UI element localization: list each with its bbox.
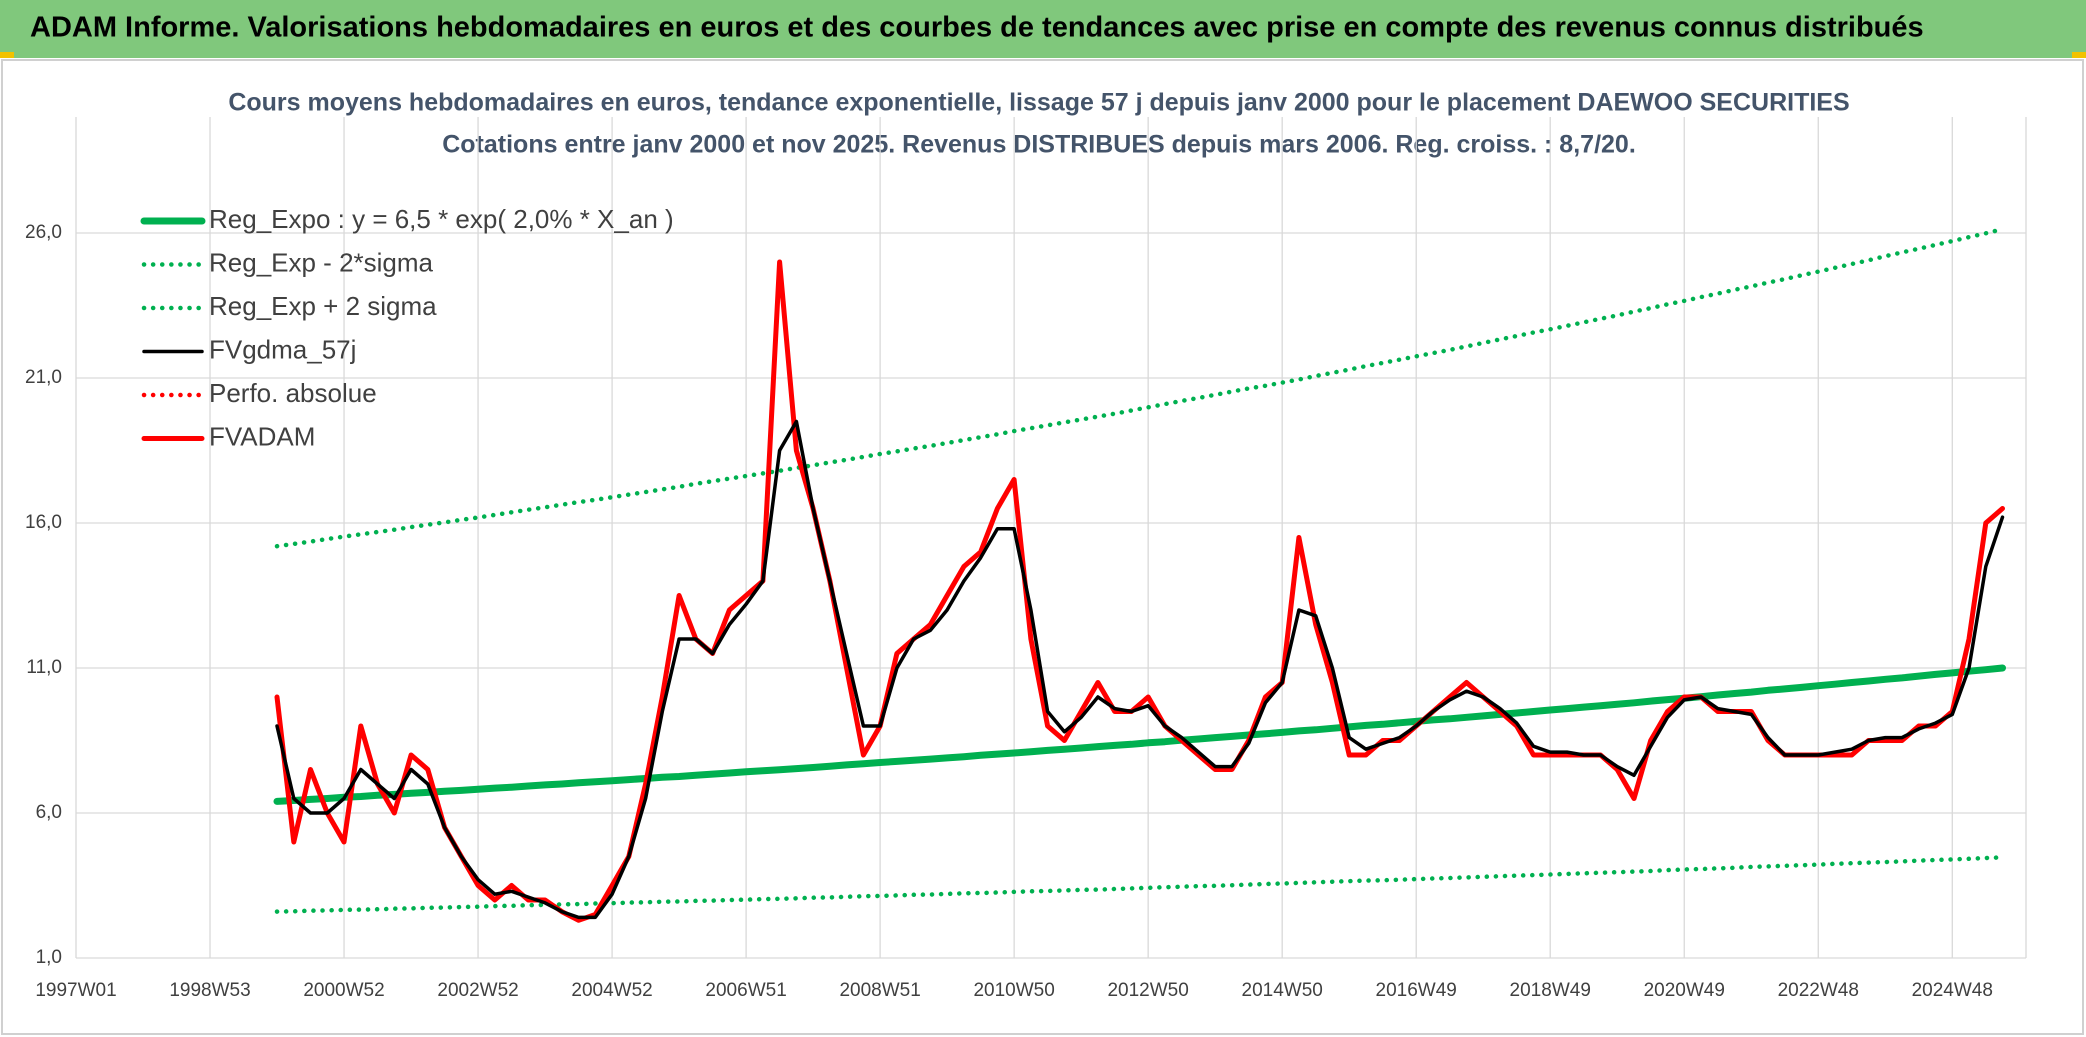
series-line bbox=[274, 226, 2005, 549]
legend-label: Reg_Expo : y = 6,5 * exp( 2,0% * X_an ) bbox=[209, 204, 674, 234]
y-tick-label: 6,0 bbox=[36, 802, 62, 823]
x-tick-label: 2024W48 bbox=[1912, 980, 1993, 1001]
legend-label: FVgdma_57j bbox=[209, 334, 356, 364]
y-tick-label: 16,0 bbox=[25, 512, 62, 533]
y-tick-label: 21,0 bbox=[25, 367, 62, 388]
series-line bbox=[273, 664, 2006, 805]
legend-label: FVADAM bbox=[209, 421, 315, 451]
x-tick-label: 2006W51 bbox=[705, 980, 786, 1001]
x-tick-label: 2012W50 bbox=[1107, 980, 1188, 1001]
chart-frame bbox=[1, 59, 2084, 1035]
x-tick-label: 2018W49 bbox=[1510, 980, 1591, 1001]
x-tick-label: 2020W49 bbox=[1644, 980, 1725, 1001]
corner-mark bbox=[2072, 52, 2086, 58]
legend-label: Perfo. absolue bbox=[209, 378, 377, 408]
legend-label: Reg_Exp + 2 sigma bbox=[209, 291, 437, 321]
chart-subtitle: Cotations entre janv 2000 et nov 2025. R… bbox=[442, 131, 1636, 159]
x-tick-label: 2004W52 bbox=[571, 980, 652, 1001]
x-tick-label: 1998W53 bbox=[169, 980, 250, 1001]
series-line bbox=[275, 419, 2005, 920]
y-tick-label: 1,0 bbox=[36, 947, 62, 968]
legend-label: Reg_Exp - 2*sigma bbox=[209, 247, 434, 277]
y-tick-label: 11,0 bbox=[26, 657, 62, 678]
header-title: ADAM Informe. Valorisations hebdomadaire… bbox=[30, 12, 1924, 44]
header-bar bbox=[0, 0, 2086, 58]
chart-title: Cours moyens hebdomadaires en euros, ten… bbox=[228, 89, 1849, 117]
x-tick-label: 2022W48 bbox=[1778, 980, 1859, 1001]
x-tick-label: 2014W50 bbox=[1242, 980, 1323, 1001]
series-line bbox=[274, 855, 2005, 914]
x-tick-label: 2010W50 bbox=[973, 980, 1054, 1001]
corner-mark bbox=[0, 52, 14, 58]
x-tick-label: 2016W49 bbox=[1376, 980, 1457, 1001]
x-tick-label: 2008W51 bbox=[839, 980, 920, 1001]
x-tick-label: 2000W52 bbox=[303, 980, 384, 1001]
x-tick-label: 2002W52 bbox=[437, 980, 518, 1001]
y-tick-label: 26,0 bbox=[25, 222, 62, 243]
x-tick-label: 1997W01 bbox=[35, 980, 116, 1001]
